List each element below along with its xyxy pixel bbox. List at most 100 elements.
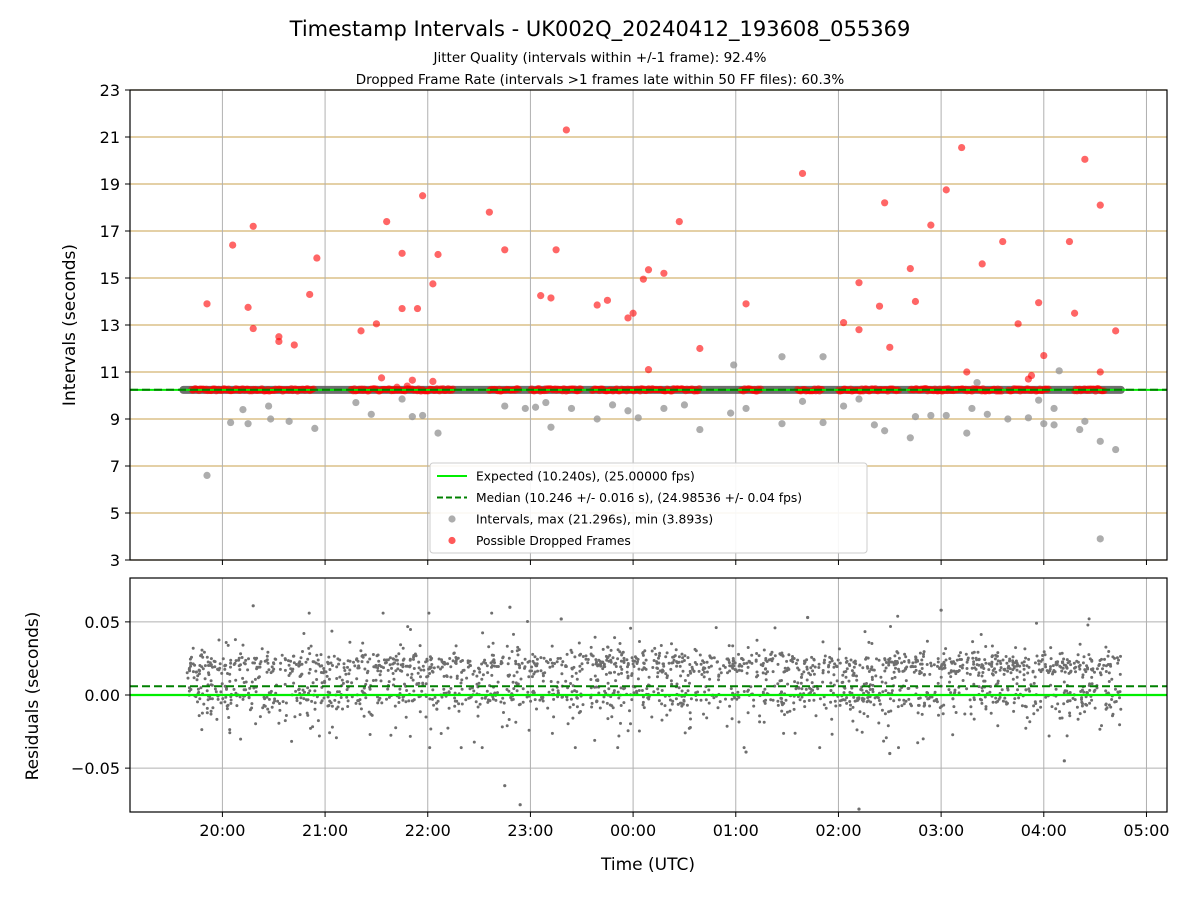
- residual-point: [641, 695, 645, 699]
- residual-point: [1102, 663, 1106, 667]
- residual-point: [783, 666, 787, 670]
- residual-point: [412, 657, 415, 661]
- residual-point: [681, 702, 685, 706]
- residual-point: [297, 687, 301, 691]
- residual-point: [990, 664, 994, 668]
- residual-point: [492, 658, 496, 662]
- residual-point: [261, 706, 265, 710]
- residual-point: [416, 671, 420, 675]
- bottom-y-axis-label: Residuals (seconds): [23, 612, 43, 781]
- residual-point: [316, 658, 320, 662]
- residual-point: [896, 614, 900, 618]
- residual-point: [1080, 688, 1084, 692]
- residual-point: [307, 646, 311, 650]
- residual-point: [235, 704, 239, 708]
- residual-point: [611, 656, 615, 660]
- residual-point: [887, 659, 891, 663]
- residual-point: [346, 659, 350, 663]
- residual-point: [821, 671, 825, 675]
- residual-point: [845, 701, 849, 705]
- residual-point: [590, 701, 594, 705]
- residual-point: [702, 675, 706, 679]
- residual-point: [848, 700, 852, 703]
- residual-point: [584, 657, 588, 661]
- residual-point: [1001, 658, 1005, 662]
- residual-point: [844, 675, 848, 679]
- residual-point: [691, 667, 695, 671]
- residual-point: [511, 680, 515, 684]
- residual-point: [750, 653, 754, 657]
- residual-point: [712, 696, 716, 700]
- residual-point: [631, 662, 635, 666]
- residual-point: [386, 668, 390, 672]
- residual-point: [202, 650, 206, 654]
- residual-point: [579, 652, 583, 656]
- bottom-axes-frame: [129, 577, 1168, 813]
- residual-point: [1012, 709, 1016, 713]
- residual-point: [738, 664, 742, 667]
- residual-point: [864, 657, 868, 661]
- residual-point: [455, 674, 459, 678]
- residual-point: [902, 660, 906, 663]
- residual-point: [499, 700, 503, 704]
- residual-point: [332, 654, 336, 658]
- residual-point: [625, 658, 629, 662]
- residual-point: [981, 689, 984, 693]
- dropped-frame-point: [408, 376, 416, 384]
- residual-point: [763, 687, 767, 691]
- residual-point: [298, 701, 302, 705]
- residual-point: [1035, 654, 1039, 658]
- residual-point: [367, 710, 371, 714]
- residual-point: [621, 650, 625, 654]
- residual-point: [776, 662, 780, 666]
- residual-point: [670, 682, 674, 686]
- residual-point: [881, 690, 885, 694]
- dropped-frame-point: [249, 324, 257, 333]
- residual-point: [265, 670, 269, 674]
- residual-point: [903, 652, 907, 656]
- residual-point: [1105, 706, 1109, 710]
- residual-point: [586, 658, 590, 661]
- residual-point: [622, 687, 626, 691]
- residual-point: [884, 736, 888, 740]
- residual-point: [424, 660, 428, 664]
- residual-point: [916, 741, 920, 745]
- residual-point: [417, 666, 421, 670]
- residual-point: [276, 699, 280, 703]
- residual-point: [688, 681, 691, 685]
- residual-point: [500, 725, 504, 729]
- residual-point: [827, 670, 830, 674]
- residual-point: [564, 665, 568, 668]
- interval-point: [419, 411, 427, 420]
- residual-point: [849, 703, 852, 707]
- residual-point: [741, 658, 745, 662]
- residual-point: [818, 697, 822, 701]
- dropped-frame-point: [1096, 201, 1104, 209]
- residual-point: [762, 648, 766, 652]
- residual-point: [642, 706, 646, 710]
- residual-point: [425, 657, 429, 661]
- residual-point: [922, 655, 925, 658]
- residual-point: [209, 709, 213, 713]
- residual-point: [792, 701, 796, 705]
- residual-point: [326, 660, 330, 664]
- residual-point: [679, 674, 683, 678]
- residual-point: [319, 701, 323, 705]
- dropped-frame-point: [675, 218, 683, 226]
- residual-point: [339, 696, 343, 699]
- residual-point: [828, 655, 832, 659]
- residual-point: [872, 703, 876, 707]
- legend-dropped-swatch: [448, 536, 456, 545]
- residual-point: [228, 731, 232, 735]
- residual-point: [338, 675, 342, 679]
- residual-point: [936, 664, 939, 668]
- residual-point: [845, 696, 849, 700]
- residual-point: [898, 688, 902, 692]
- residual-point: [966, 656, 970, 660]
- residual-point: [248, 708, 252, 712]
- residual-point: [897, 656, 901, 660]
- residual-point: [306, 713, 310, 717]
- residual-point: [959, 651, 962, 655]
- residual-point: [290, 739, 294, 743]
